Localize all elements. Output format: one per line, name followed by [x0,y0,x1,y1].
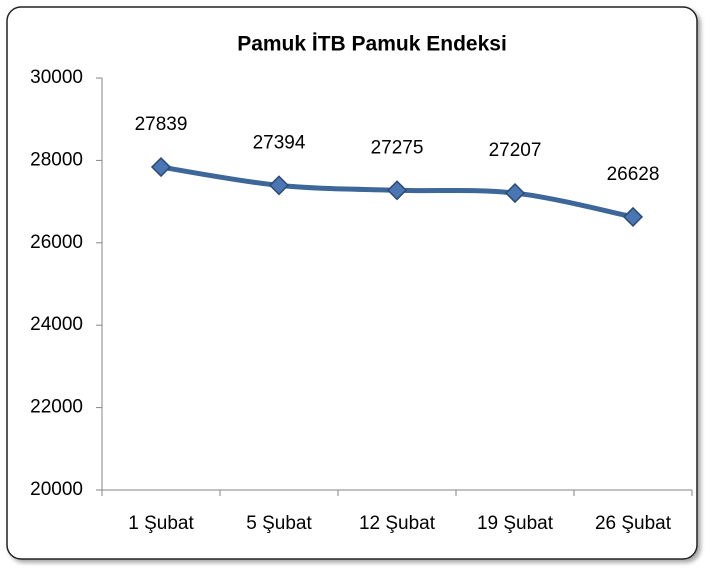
data-marker [504,183,526,204]
data-label: 27207 [489,140,542,161]
data-label: 27839 [135,114,188,135]
y-tick-label: 24000 [30,314,83,335]
y-tick-label: 22000 [30,397,83,418]
x-tick-label: 26 Şubat [595,513,672,534]
x-tick-label: 12 Şubat [359,513,436,534]
x-tick-label: 19 Şubat [477,513,554,534]
data-label: 27275 [371,137,424,158]
data-marker [622,206,644,227]
y-tick-label: 20000 [30,479,83,500]
chart-title: Pamuk İTB Pamuk Endeksi [237,33,507,56]
data-marker [268,175,290,196]
x-tick-label: 5 Şubat [246,513,312,534]
data-marker [386,180,408,201]
y-tick-label: 30000 [30,67,83,88]
chart-frame [6,6,698,560]
data-marker [150,156,172,178]
data-label: 27394 [253,132,306,153]
data-label: 26628 [607,164,660,185]
x-tick-label: 1 Şubat [128,513,194,534]
y-tick-label: 26000 [30,232,83,253]
y-tick-label: 28000 [30,149,83,170]
